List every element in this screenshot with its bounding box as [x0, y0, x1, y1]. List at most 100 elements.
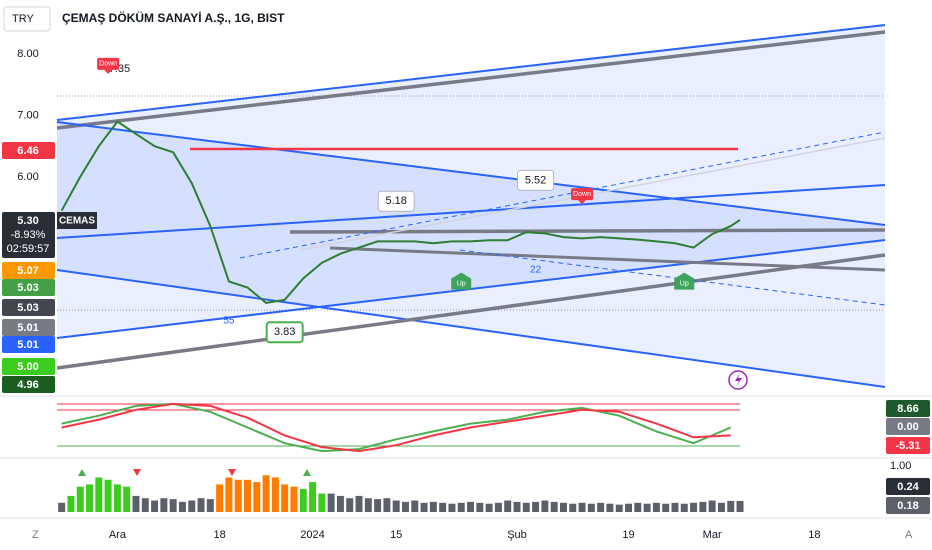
marker-label: 55: [223, 315, 235, 326]
volume-bar: [364, 498, 372, 512]
price-label-box: [2, 279, 55, 296]
marker-label: Up: [457, 280, 466, 287]
price-label-box: [886, 437, 930, 454]
price-label: 5.30: [17, 215, 38, 227]
chart-title: ÇEMAŞ DÖKÜM SANAYİ A.Ş., 1G, BIST: [62, 10, 285, 25]
x-tick-label: Ara: [109, 529, 127, 541]
price-label-box: [886, 400, 930, 417]
volume-bar: [95, 477, 103, 512]
volume-bar: [541, 500, 549, 512]
volume-bar: [708, 500, 716, 512]
volume-bar: [615, 504, 623, 512]
symbol-tag-box: [57, 212, 97, 229]
volume-bar: [281, 484, 289, 512]
price-label-box: [886, 418, 930, 435]
price-label: 5.03: [17, 302, 38, 314]
trend-line: [56, 253, 886, 370]
down-marker: [571, 188, 594, 201]
price-label: 5.01: [17, 339, 38, 351]
price-label-box: [886, 478, 930, 495]
y-tick-label: 1.00: [890, 460, 911, 472]
volume-bar: [253, 482, 261, 512]
x-tick-label: Mar: [703, 529, 722, 541]
volume-bar: [216, 484, 224, 512]
up-marker: [674, 272, 695, 290]
price-label: 0.24: [897, 481, 919, 493]
price-label: 5.03: [17, 282, 38, 294]
volume-bar: [634, 502, 642, 512]
volume-bar: [76, 486, 84, 512]
trend-line: [56, 269, 886, 388]
volume-bar: [643, 503, 651, 512]
bar-countdown: 02:59:57: [7, 243, 50, 255]
high-label: 5.52: [525, 174, 546, 186]
volume-bar: [699, 501, 707, 512]
volume-bar: [86, 484, 94, 512]
volume-bar: [271, 477, 279, 512]
volume-bar: [160, 498, 168, 512]
volume-bar: [67, 495, 75, 512]
volume-bar: [244, 479, 251, 512]
low-label: 3.83: [274, 326, 295, 338]
volume-bar: [429, 501, 437, 512]
price-label-box: [2, 212, 55, 258]
y-tick-label: 6.00: [17, 171, 38, 183]
trend-line: [329, 246, 886, 272]
volume-bar: [104, 479, 112, 512]
volume-bar: [188, 500, 196, 512]
corner-button[interactable]: A: [905, 529, 913, 541]
volume-bar: [141, 498, 149, 512]
marker-label: 22: [530, 264, 542, 275]
marker-label: Up: [680, 280, 689, 287]
price-label-box: [886, 497, 930, 514]
x-tick-label: 18: [808, 529, 820, 541]
x-tick-label: 2024: [300, 529, 324, 541]
volume-bar: [504, 500, 512, 512]
price-line: [61, 402, 731, 453]
volume-bar: [383, 498, 391, 512]
volume-bar: [439, 502, 447, 512]
currency-box[interactable]: [3, 6, 51, 32]
volume-bar: [290, 486, 298, 512]
trend-line: [56, 24, 886, 121]
currency[interactable]: TRY: [12, 13, 34, 25]
volume-bar: [374, 499, 382, 512]
trend-line: [56, 30, 886, 130]
volume-bar: [662, 503, 670, 512]
signal-arrow: [78, 469, 86, 476]
corner-button[interactable]: Z: [32, 529, 39, 541]
up-marker: [451, 272, 472, 290]
volume-bar: [727, 500, 735, 512]
price-label: 5.01: [17, 322, 38, 334]
volume-bar: [532, 501, 540, 512]
volume-bar: [197, 498, 205, 512]
volume-bar: [402, 501, 409, 512]
volume-bar: [169, 499, 177, 512]
volume-bar: [318, 493, 326, 512]
price-line: [60, 120, 741, 304]
volume-bar: [206, 499, 214, 512]
y-tick-label: 8.00: [17, 48, 38, 60]
volume-bar: [336, 495, 344, 512]
volume-bar: [467, 501, 475, 512]
price-label: 0.18: [897, 500, 918, 512]
volume-bar: [392, 500, 400, 512]
x-tick-label: 19: [622, 529, 634, 541]
high-label-box: [517, 169, 555, 191]
volume-bar: [476, 502, 484, 512]
volume-bar: [578, 502, 586, 512]
volume-bar: [690, 502, 698, 512]
volume-bar: [680, 503, 688, 512]
volume-bar: [569, 503, 577, 512]
price-label-box: [2, 336, 55, 353]
signal-arrow: [228, 469, 236, 476]
down-marker-tip: [578, 200, 587, 205]
marker-label: Down: [573, 191, 591, 198]
volume-bar: [132, 495, 140, 512]
volume-bar: [652, 502, 660, 512]
volume-bar: [151, 500, 159, 512]
volume-bar: [234, 479, 242, 512]
trend-line: [56, 121, 886, 226]
signal-arrow: [133, 469, 141, 476]
down-marker: [97, 57, 120, 70]
